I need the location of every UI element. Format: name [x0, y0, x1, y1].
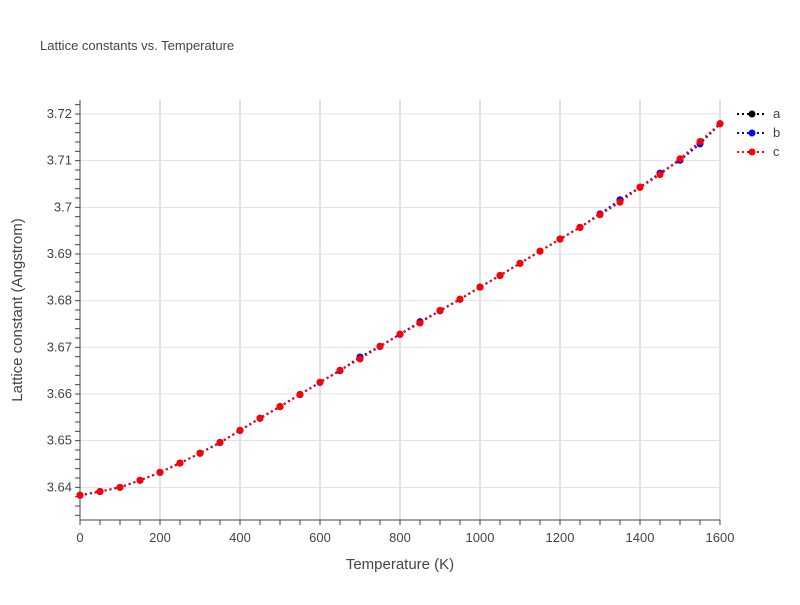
legend-item-b[interactable]: b	[737, 125, 780, 140]
series-layer	[76, 120, 724, 499]
gridlines	[80, 100, 721, 520]
x-tick-label: 0	[76, 530, 83, 545]
x-tick-label: 200	[149, 530, 171, 545]
data-point-c	[256, 414, 264, 422]
legend-item-a[interactable]: a	[737, 106, 781, 121]
y-tick-label: 3.66	[47, 386, 72, 401]
data-point-c	[156, 468, 164, 476]
data-point-c	[76, 491, 84, 499]
data-point-c	[656, 171, 664, 179]
data-point-c	[196, 449, 204, 457]
y-tick-label: 3.71	[47, 153, 72, 168]
y-tick-label: 3.65	[47, 433, 72, 448]
x-tick-label: 1400	[626, 530, 655, 545]
data-point-c	[616, 198, 624, 206]
data-point-c	[676, 155, 684, 163]
data-point-c	[96, 488, 104, 496]
x-tick-label: 400	[229, 530, 251, 545]
x-tick-label: 800	[389, 530, 411, 545]
data-point-c	[136, 476, 144, 484]
legend-label: b	[773, 125, 780, 140]
data-point-c	[456, 295, 464, 303]
data-point-c	[216, 439, 224, 447]
legend-label: c	[773, 144, 780, 159]
y-tick-label: 3.68	[47, 293, 72, 308]
legend-marker-c	[748, 148, 756, 156]
y-tick-label: 3.7	[54, 199, 72, 214]
legend-label: a	[773, 106, 781, 121]
y-tick-label: 3.72	[47, 106, 72, 121]
data-point-c	[496, 271, 504, 279]
data-point-c	[356, 355, 364, 363]
data-point-c	[176, 459, 184, 467]
x-tick-label: 1200	[546, 530, 575, 545]
data-point-c	[536, 247, 544, 255]
series-c	[76, 120, 724, 499]
legend-item-c[interactable]: c	[737, 144, 780, 159]
data-point-c	[336, 366, 344, 374]
y-tick-label: 3.67	[47, 339, 72, 354]
data-point-c	[596, 211, 604, 219]
chart-title: Lattice constants vs. Temperature	[40, 38, 234, 53]
x-axis-label: Temperature (K)	[346, 556, 454, 573]
data-point-c	[276, 403, 284, 411]
data-point-c	[416, 319, 424, 327]
x-tick-label: 600	[309, 530, 331, 545]
data-point-c	[296, 390, 304, 398]
y-axis-label: Lattice constant (Angstrom)	[9, 218, 26, 401]
data-point-c	[316, 378, 324, 386]
data-point-c	[476, 283, 484, 291]
x-tick-label: 1600	[706, 530, 735, 545]
data-point-c	[116, 483, 124, 491]
data-point-c	[696, 138, 704, 146]
data-point-c	[436, 306, 444, 314]
legend-marker-b	[748, 129, 756, 137]
y-tick-label: 3.64	[47, 479, 72, 494]
data-point-c	[576, 223, 584, 231]
x-tick-label: 1000	[466, 530, 495, 545]
legend-marker-a	[748, 110, 756, 118]
data-point-c	[396, 330, 404, 338]
data-point-c	[376, 342, 384, 350]
data-point-c	[516, 259, 524, 267]
data-point-c	[636, 183, 644, 191]
data-point-c	[236, 426, 244, 434]
legend: abc	[737, 106, 781, 159]
axes: 0 200 400 600 800 1000 1200 1400 1600 3.64 3.65 3.6…	[47, 100, 735, 545]
y-tick-label: 3.69	[47, 246, 72, 261]
data-point-c	[556, 235, 564, 243]
data-point-c	[716, 120, 724, 128]
